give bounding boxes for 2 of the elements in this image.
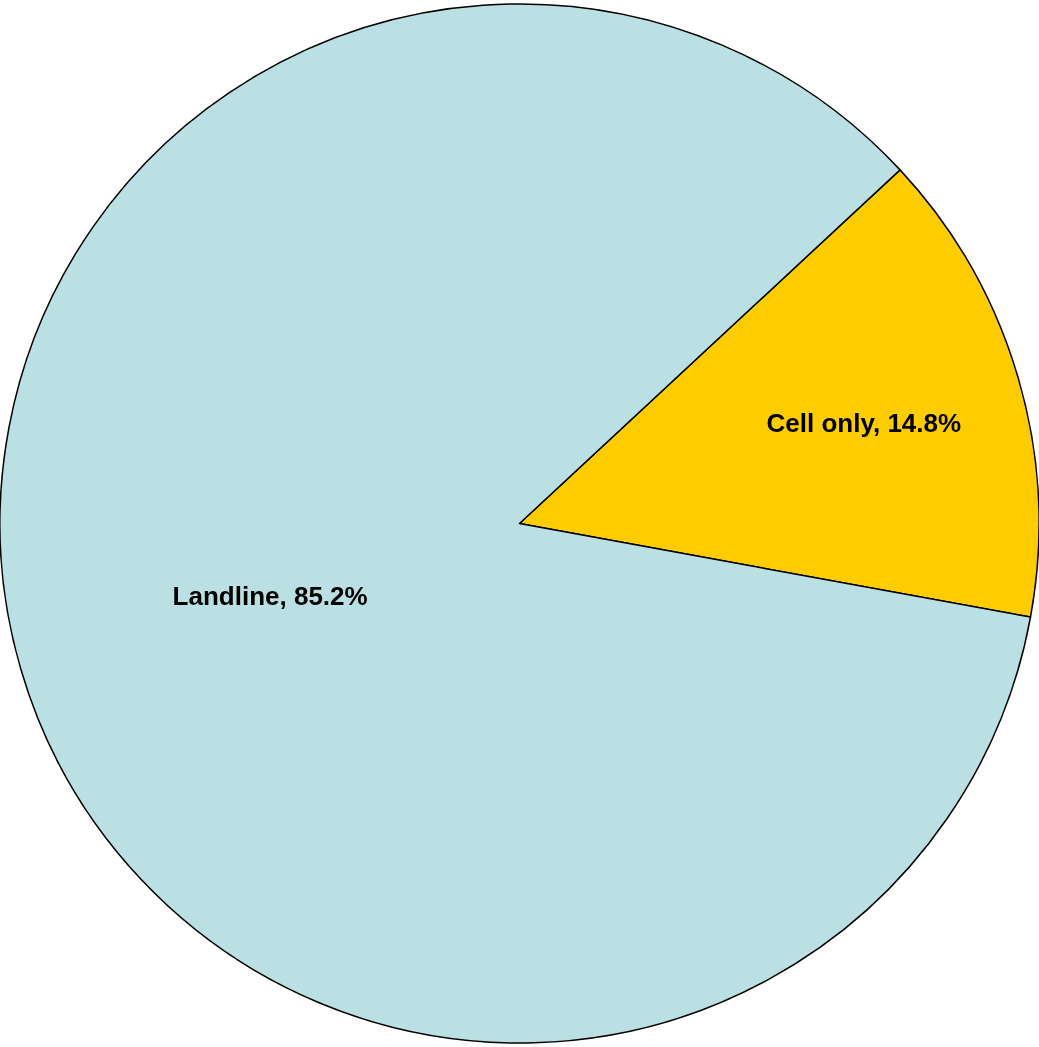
slice-label: Landline, 85.2% <box>172 581 368 612</box>
slice-label: Cell only, 14.8% <box>766 408 962 439</box>
